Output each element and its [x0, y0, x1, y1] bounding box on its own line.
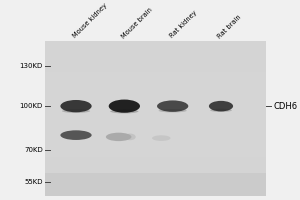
Bar [45, 103, 266, 111]
Bar [45, 57, 266, 64]
Bar [45, 126, 266, 134]
Bar [45, 72, 266, 80]
Bar [45, 165, 266, 173]
Text: CDH6: CDH6 [273, 102, 297, 111]
Bar [45, 134, 266, 142]
Text: 130KD: 130KD [20, 63, 43, 69]
Ellipse shape [62, 109, 90, 113]
Bar [45, 118, 266, 126]
Bar [45, 64, 266, 72]
Ellipse shape [210, 109, 232, 112]
Bar [45, 149, 266, 157]
Ellipse shape [109, 100, 140, 113]
Text: 100KD: 100KD [20, 103, 43, 109]
Ellipse shape [157, 100, 188, 112]
Bar [45, 180, 266, 188]
Text: 55KD: 55KD [24, 179, 43, 185]
Bar [45, 111, 266, 118]
Ellipse shape [60, 130, 92, 140]
Bar [45, 188, 266, 196]
Bar [45, 95, 266, 103]
Text: Mouse kidney: Mouse kidney [72, 3, 109, 39]
Text: Rat brain: Rat brain [217, 13, 243, 39]
Bar [45, 157, 266, 165]
Bar [45, 88, 266, 95]
Bar [45, 173, 266, 180]
Ellipse shape [110, 109, 138, 113]
Ellipse shape [152, 135, 170, 141]
Bar [45, 41, 266, 49]
Bar [45, 173, 266, 196]
Bar [45, 142, 266, 149]
Ellipse shape [106, 133, 131, 141]
Text: Rat kidney: Rat kidney [168, 10, 198, 39]
Text: 70KD: 70KD [24, 147, 43, 153]
Ellipse shape [60, 100, 92, 112]
Ellipse shape [159, 109, 187, 112]
Bar [45, 80, 266, 88]
Bar [45, 49, 266, 57]
Bar [45, 41, 266, 196]
Ellipse shape [209, 101, 233, 111]
Text: Mouse brain: Mouse brain [120, 6, 153, 39]
Ellipse shape [124, 134, 136, 140]
